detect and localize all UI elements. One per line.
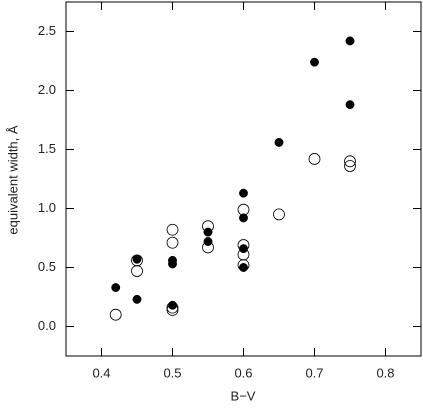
- point: [239, 213, 248, 223]
- point: [202, 220, 214, 233]
- point: [166, 223, 179, 236]
- point: [168, 300, 177, 310]
- point: [344, 155, 356, 168]
- point: [109, 308, 122, 321]
- point: [166, 301, 179, 314]
- y-axis-label: equivalent width, Å: [5, 125, 20, 234]
- point: [310, 57, 319, 67]
- x-tick-label: 0.8: [376, 365, 394, 380]
- point: [344, 160, 356, 172]
- y-tick-label: 0.0: [38, 318, 56, 333]
- point: [132, 294, 142, 304]
- y-tick-label: 1.0: [38, 200, 56, 215]
- point: [132, 254, 142, 264]
- point: [237, 259, 250, 272]
- x-tick-label: 0.6: [234, 365, 252, 380]
- point: [345, 36, 355, 46]
- x-axis-label: B−V: [231, 388, 256, 403]
- point: [239, 263, 248, 272]
- point: [166, 304, 179, 316]
- x-tick-label: 0.7: [305, 365, 323, 380]
- point: [202, 241, 214, 254]
- point: [111, 283, 121, 293]
- point: [203, 237, 213, 246]
- point: [308, 153, 321, 165]
- point: [131, 265, 143, 277]
- plot-frame: [65, 1, 422, 357]
- point: [239, 244, 248, 254]
- point: [203, 227, 213, 237]
- x-tick-label: 0.4: [92, 365, 110, 380]
- point: [345, 100, 355, 110]
- point: [237, 239, 250, 251]
- point: [237, 203, 250, 216]
- y-tick-label: 2.5: [38, 23, 56, 38]
- y-tick-label: 2.0: [38, 82, 56, 97]
- x-tick-label: 0.5: [163, 365, 181, 380]
- y-tick-label: 0.5: [38, 259, 56, 274]
- point: [239, 188, 248, 198]
- point: [274, 137, 284, 147]
- point: [166, 236, 179, 249]
- point: [168, 259, 177, 269]
- y-tick-label: 1.5: [38, 141, 56, 156]
- point: [273, 208, 285, 221]
